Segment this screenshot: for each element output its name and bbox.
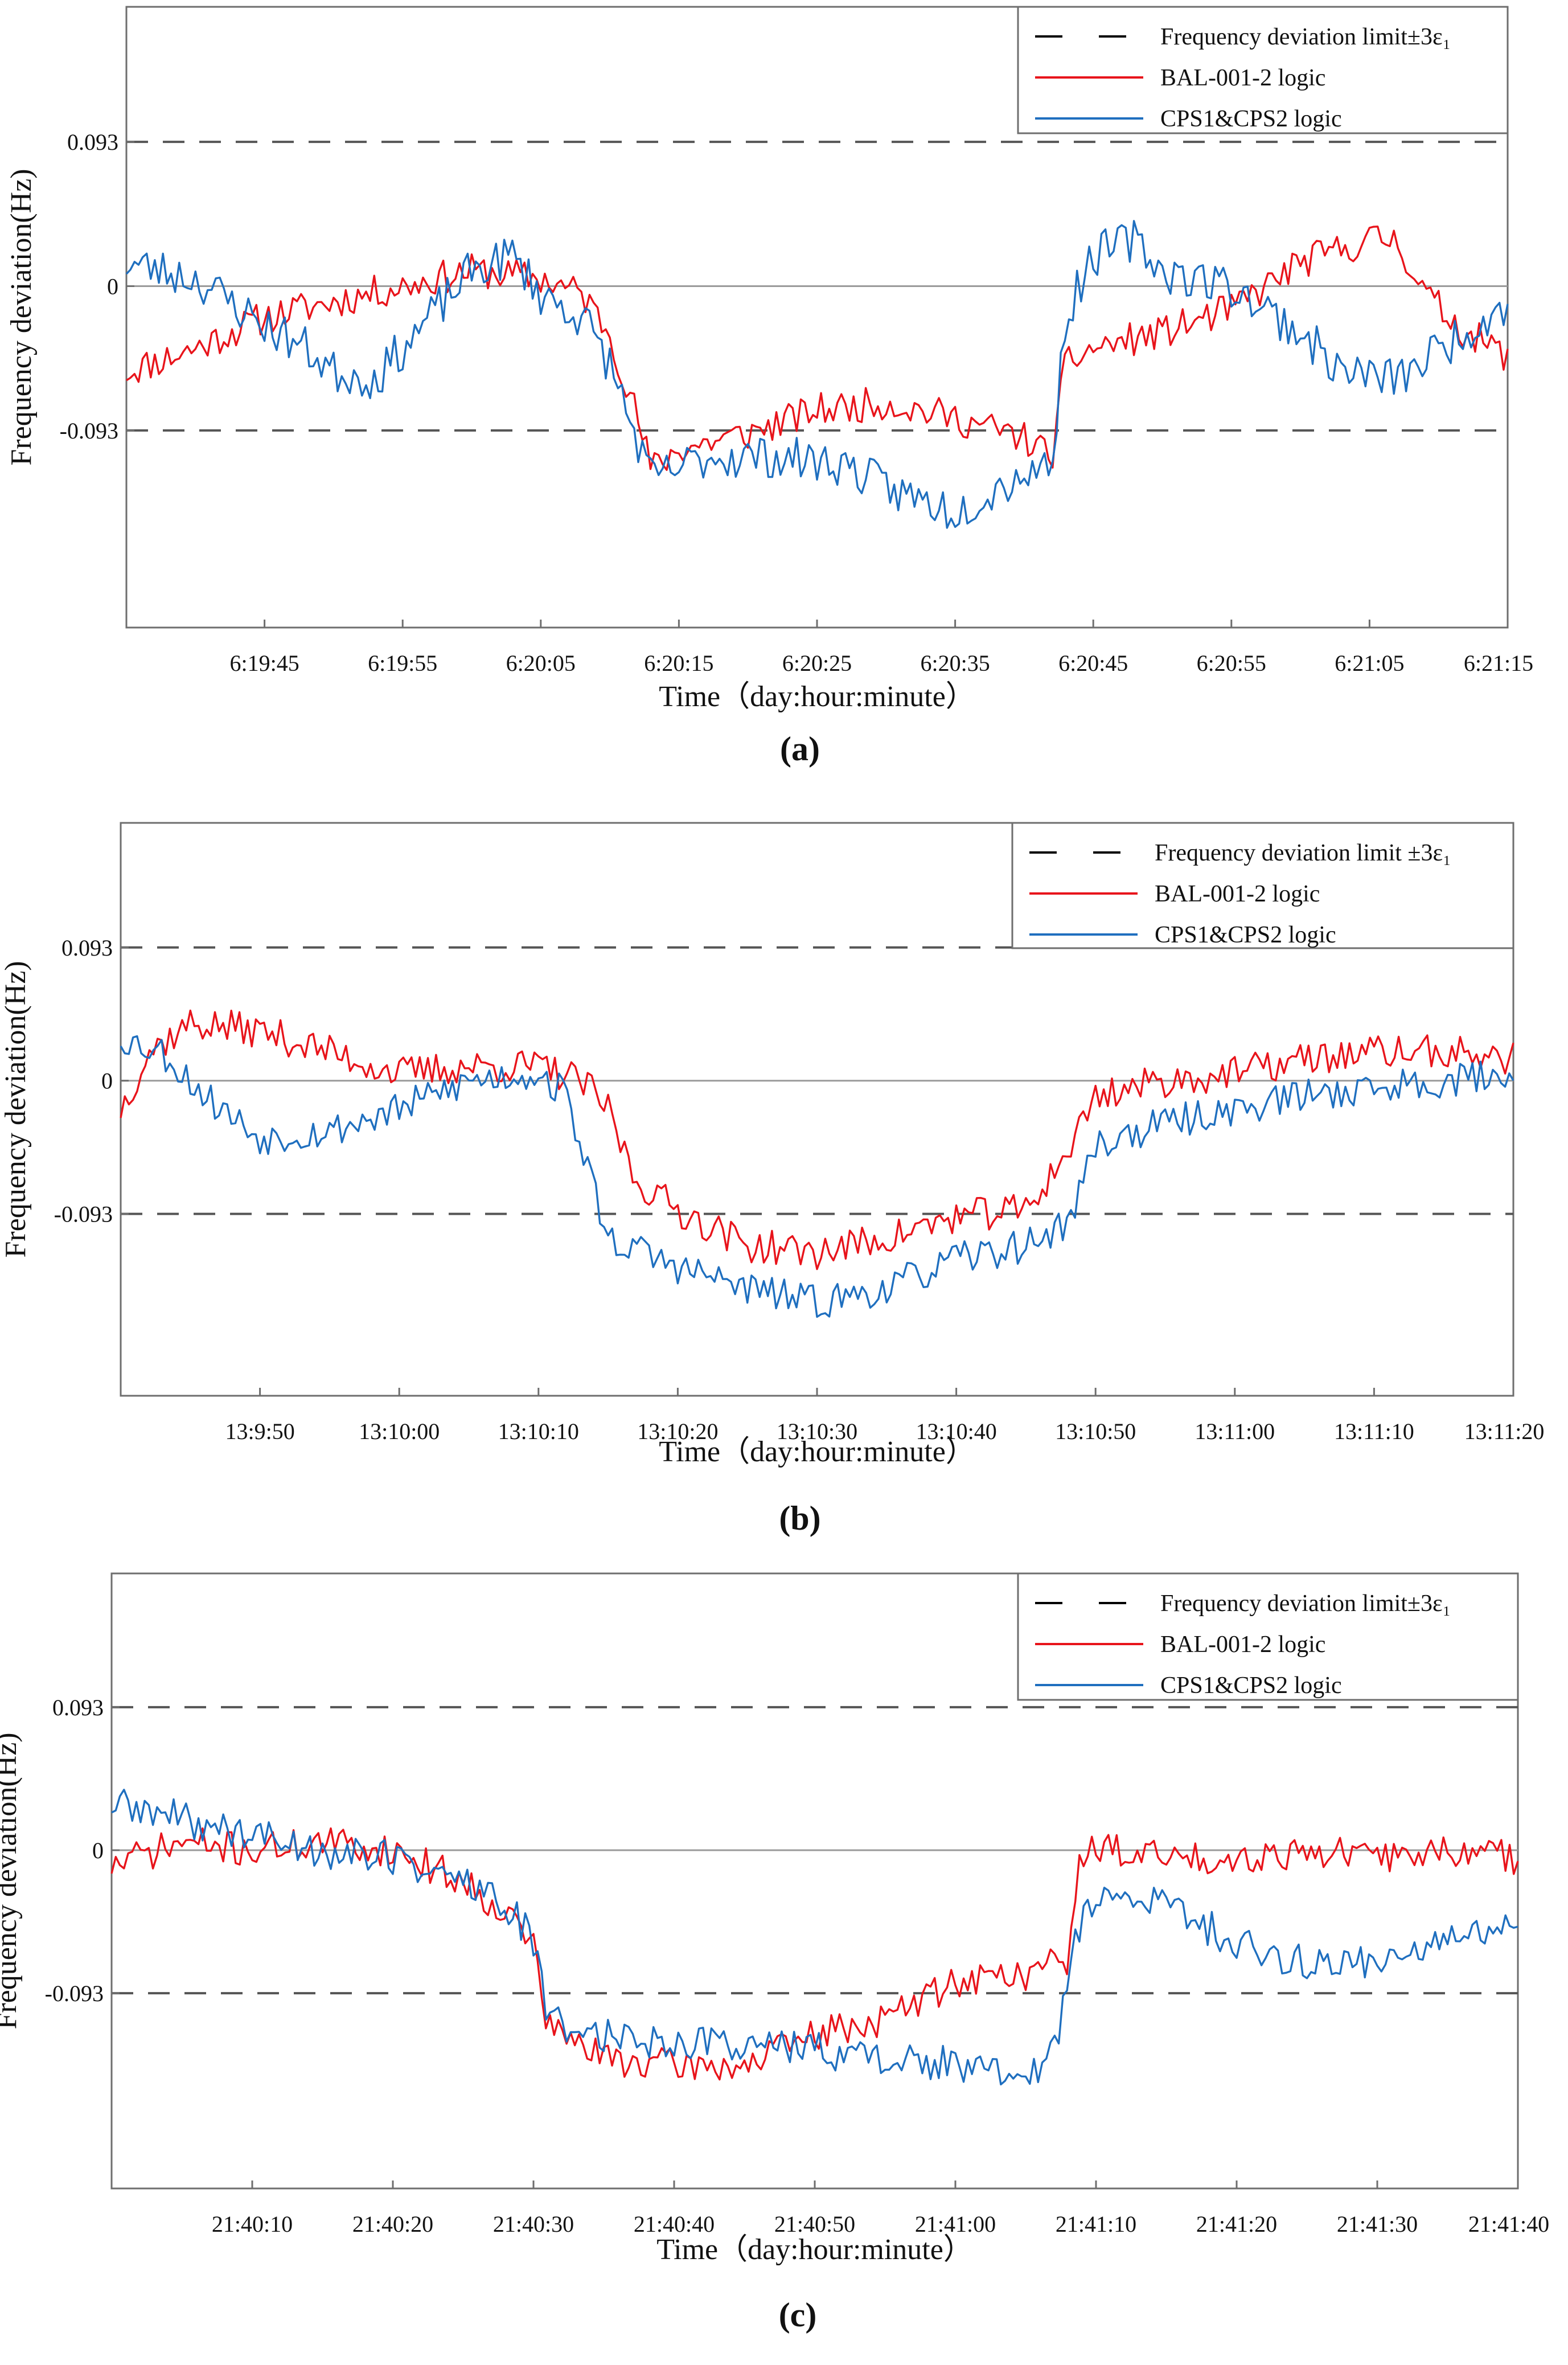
series-line-cps1-cps2 (120, 1035, 1514, 1318)
legend-label: CPS1&CPS2 logic (1155, 922, 1336, 948)
x-tick-label: 21:40:40 (634, 2211, 715, 2237)
series-line-bal-001-2 (110, 1827, 1519, 2081)
y-tick-label: 0.093 (52, 1695, 104, 1720)
legend-label: BAL-001-2 logic (1160, 1632, 1325, 1658)
panel-caption: (c) (779, 2296, 817, 2334)
series-line-bal-001-2 (126, 226, 1509, 471)
x-tick-label: 13:10:50 (1055, 1419, 1136, 1444)
legend-label: Frequency deviation limit ±3ε₁ (1155, 840, 1451, 866)
legend: Frequency deviation limit±3ε₁ BAL-001-2 l… (1017, 6, 1509, 134)
x-tick-label: 13:10:30 (777, 1419, 857, 1444)
x-axis-label: Time（day:hour:minute） (659, 1436, 975, 1468)
y-tick-label: -0.093 (54, 1202, 113, 1227)
y-axis-label: Frequency deviation(Hz) (0, 961, 32, 1257)
y-tick-label: 0 (92, 1838, 104, 1863)
legend: Frequency deviation limit ±3ε₁ BAL-001-2 … (1011, 822, 1514, 949)
y-tick-label: -0.093 (60, 418, 118, 444)
y-axis-label: Frequency deviation(Hz) (5, 169, 38, 465)
chart-panel-b: 0.093 0 -0.093 13:9:50 13:10:00 13:10:10 13:10… (0, 822, 1545, 1537)
chart-panel-c: 0.093 0 -0.093 21:40:10 21:40:20 21:40:30 21:4… (0, 1572, 1549, 2334)
x-tick-label: 21:40:10 (212, 2211, 293, 2237)
chart-panel-a: 0.093 0 -0.093 6:19:45 6:19:55 6:20:05 6:20:15… (5, 6, 1533, 768)
series-line-bal-001-2 (120, 1009, 1514, 1270)
x-axis-label: Time（day:hour:minute） (659, 681, 975, 713)
x-tick-label: 6:21:05 (1335, 650, 1404, 676)
x-tick-label: 6:21:15 (1464, 650, 1533, 676)
x-tick-label: 13:9:50 (225, 1419, 294, 1444)
x-tick-label: 6:20:25 (782, 650, 852, 676)
x-tick-label: 21:40:50 (774, 2211, 855, 2237)
y-tick-label: -0.093 (45, 1981, 104, 2006)
y-axis-label: Frequency deviation(Hz) (0, 1732, 23, 2029)
legend-label: BAL-001-2 logic (1155, 881, 1320, 907)
x-tick-label: 6:20:55 (1197, 650, 1266, 676)
series-line-cps1-cps2 (111, 1789, 1518, 2085)
x-tick-label: 13:10:20 (637, 1419, 718, 1444)
x-tick-label: 21:40:20 (352, 2211, 433, 2237)
x-tick-label: 6:20:15 (644, 650, 713, 676)
panel-caption: (b) (779, 1499, 820, 1537)
x-tick-label: 21:41:30 (1337, 2211, 1418, 2237)
y-tick-label: 0.093 (61, 935, 113, 961)
legend-label: CPS1&CPS2 logic (1160, 1673, 1342, 1699)
x-tick-label: 6:20:45 (1058, 650, 1128, 676)
x-tick-label: 13:11:20 (1464, 1419, 1545, 1444)
x-tick-label: 6:20:35 (920, 650, 990, 676)
x-tick-label: 21:41:20 (1196, 2211, 1277, 2237)
legend-box (1011, 822, 1514, 949)
y-tick-label: 0 (101, 1068, 113, 1094)
x-tick-label: 13:10:00 (359, 1419, 440, 1444)
y-tick-label: 0 (107, 274, 118, 300)
legend-label: BAL-001-2 logic (1160, 65, 1325, 91)
legend-label: CPS1&CPS2 logic (1160, 106, 1342, 132)
x-tick-label: 21:41:40 (1468, 2211, 1549, 2237)
x-tick-label: 13:11:00 (1195, 1419, 1275, 1444)
y-tick-label: 0.093 (67, 129, 118, 155)
x-tick-label: 6:19:55 (368, 650, 437, 676)
x-tick-label: 13:10:10 (498, 1419, 579, 1444)
legend-box (1017, 6, 1509, 134)
legend-label: Frequency deviation limit±3ε₁ (1160, 24, 1451, 50)
legend-box (1017, 1572, 1519, 1701)
x-tick-label: 21:41:00 (915, 2211, 996, 2237)
panel-caption: (a) (780, 730, 820, 768)
x-axis-label: Time（day:hour:minute） (656, 2233, 973, 2266)
x-tick-label: 13:11:10 (1334, 1419, 1414, 1444)
x-tick-label: 6:20:05 (506, 650, 576, 676)
x-tick-label: 21:41:10 (1056, 2211, 1136, 2237)
x-tick-label: 6:19:45 (229, 650, 299, 676)
legend-label: Frequency deviation limit±3ε₁ (1160, 1591, 1451, 1617)
x-tick-label: 13:10:40 (916, 1419, 996, 1444)
series-line-cps1-cps2 (125, 220, 1509, 529)
x-tick-label: 21:40:30 (493, 2211, 574, 2237)
legend: Frequency deviation limit±3ε₁ BAL-001-2 l… (1017, 1572, 1519, 1701)
